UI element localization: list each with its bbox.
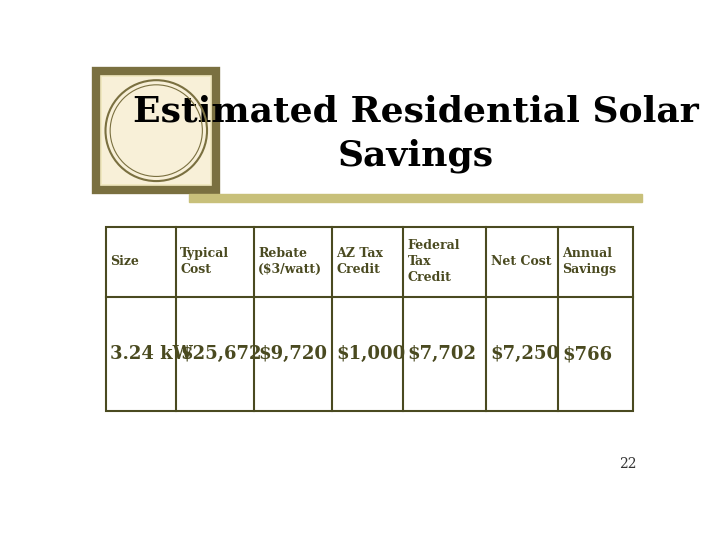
Text: Rebate
($3/watt): Rebate ($3/watt) — [258, 247, 323, 276]
Bar — [96, 71, 216, 190]
Text: Annual
Savings: Annual Savings — [562, 247, 616, 276]
Text: Net Cost: Net Cost — [490, 255, 551, 268]
Text: Size: Size — [110, 255, 139, 268]
Bar — [106, 226, 632, 411]
Text: Savings: Savings — [338, 138, 494, 173]
Text: Estimated Residential Solar: Estimated Residential Solar — [132, 94, 698, 128]
Text: $9,720: $9,720 — [258, 345, 327, 363]
Text: Typical
Cost: Typical Cost — [180, 247, 230, 276]
Text: $1,000: $1,000 — [336, 345, 405, 363]
Text: Federal
Tax
Credit: Federal Tax Credit — [408, 239, 460, 284]
Text: $7,250: $7,250 — [490, 345, 559, 363]
Text: 3.24 kW: 3.24 kW — [110, 345, 193, 363]
Text: $25,672: $25,672 — [180, 345, 262, 363]
Bar — [106, 226, 632, 411]
Text: 22: 22 — [619, 457, 636, 471]
Bar — [102, 77, 210, 184]
Text: $766: $766 — [562, 345, 613, 363]
Text: $7,702: $7,702 — [408, 345, 477, 363]
Text: AZ Tax
Credit: AZ Tax Credit — [336, 247, 383, 276]
Bar — [189, 194, 642, 202]
